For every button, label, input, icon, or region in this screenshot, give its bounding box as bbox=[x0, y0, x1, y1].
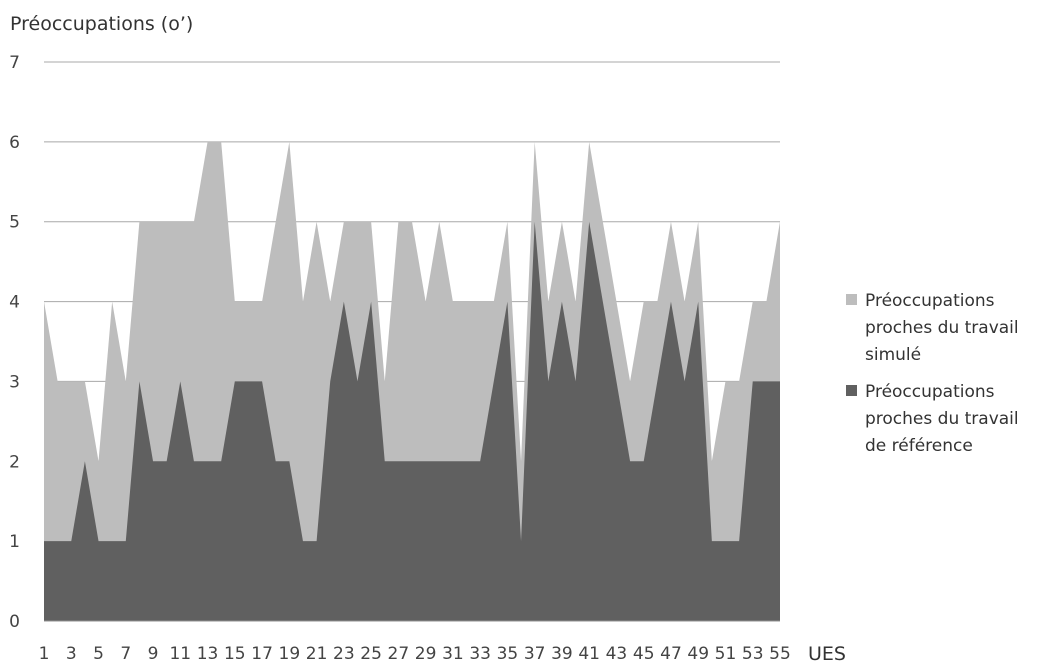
series-area-reference bbox=[44, 221, 780, 621]
x-tick-label: 17 bbox=[251, 644, 273, 664]
x-tick-label: 13 bbox=[197, 644, 219, 664]
x-tick-label: 15 bbox=[224, 644, 246, 664]
x-tick-label: 5 bbox=[93, 644, 104, 664]
y-tick-label: 6 bbox=[9, 133, 20, 153]
x-tick-label: 55 bbox=[769, 644, 791, 664]
y-tick-label: 4 bbox=[9, 293, 20, 313]
series-areas bbox=[44, 141, 780, 621]
y-tick-label: 2 bbox=[9, 452, 20, 472]
x-tick-label: 33 bbox=[469, 644, 491, 664]
x-tick-label: 19 bbox=[279, 644, 301, 664]
legend-label-reference: Préoccupations proches du travail de réf… bbox=[865, 382, 1019, 456]
x-tick-label: 39 bbox=[551, 644, 573, 664]
legend-swatch-simule bbox=[846, 294, 857, 305]
x-tick-label: 45 bbox=[633, 644, 655, 664]
x-tick-label: 35 bbox=[497, 644, 519, 664]
y-tick-label: 5 bbox=[9, 213, 20, 233]
x-tick-label: 41 bbox=[578, 644, 600, 664]
x-tick-label: 25 bbox=[360, 644, 382, 664]
x-tick-label: 31 bbox=[442, 644, 464, 664]
y-tick-label: 1 bbox=[9, 532, 20, 552]
y-tick-label: 3 bbox=[9, 372, 20, 392]
x-tick-label: 37 bbox=[524, 644, 546, 664]
x-tick-label: 21 bbox=[306, 644, 328, 664]
y-tick-label: 7 bbox=[9, 53, 20, 73]
x-tick-label: 11 bbox=[169, 644, 191, 664]
x-tick-label: 49 bbox=[687, 644, 709, 664]
x-tick-label: 47 bbox=[660, 644, 682, 664]
x-tick-label: 29 bbox=[415, 644, 437, 664]
legend-swatch-reference bbox=[846, 385, 857, 396]
legend-label-simule: Préoccupations proches du travail simulé bbox=[865, 291, 1019, 365]
x-tick-label: 1 bbox=[39, 644, 50, 664]
legend: Préoccupations proches du travail simulé… bbox=[846, 288, 1041, 470]
x-tick-label: 53 bbox=[742, 644, 764, 664]
x-tick-label: 7 bbox=[120, 644, 131, 664]
x-tick-label: 23 bbox=[333, 644, 355, 664]
x-axis-title: UES bbox=[808, 643, 846, 665]
x-tick-label: 27 bbox=[388, 644, 410, 664]
x-tick-label: 51 bbox=[715, 644, 737, 664]
x-tick-label: 43 bbox=[606, 644, 628, 664]
x-tick-label: 9 bbox=[148, 644, 159, 664]
legend-item-reference: Préoccupations proches du travail de réf… bbox=[846, 379, 1041, 460]
y-axis-title: Préoccupations (o’) bbox=[10, 13, 193, 35]
y-tick-label: 0 bbox=[9, 612, 20, 632]
legend-item-simule: Préoccupations proches du travail simulé bbox=[846, 288, 1041, 369]
x-tick-label: 3 bbox=[66, 644, 77, 664]
